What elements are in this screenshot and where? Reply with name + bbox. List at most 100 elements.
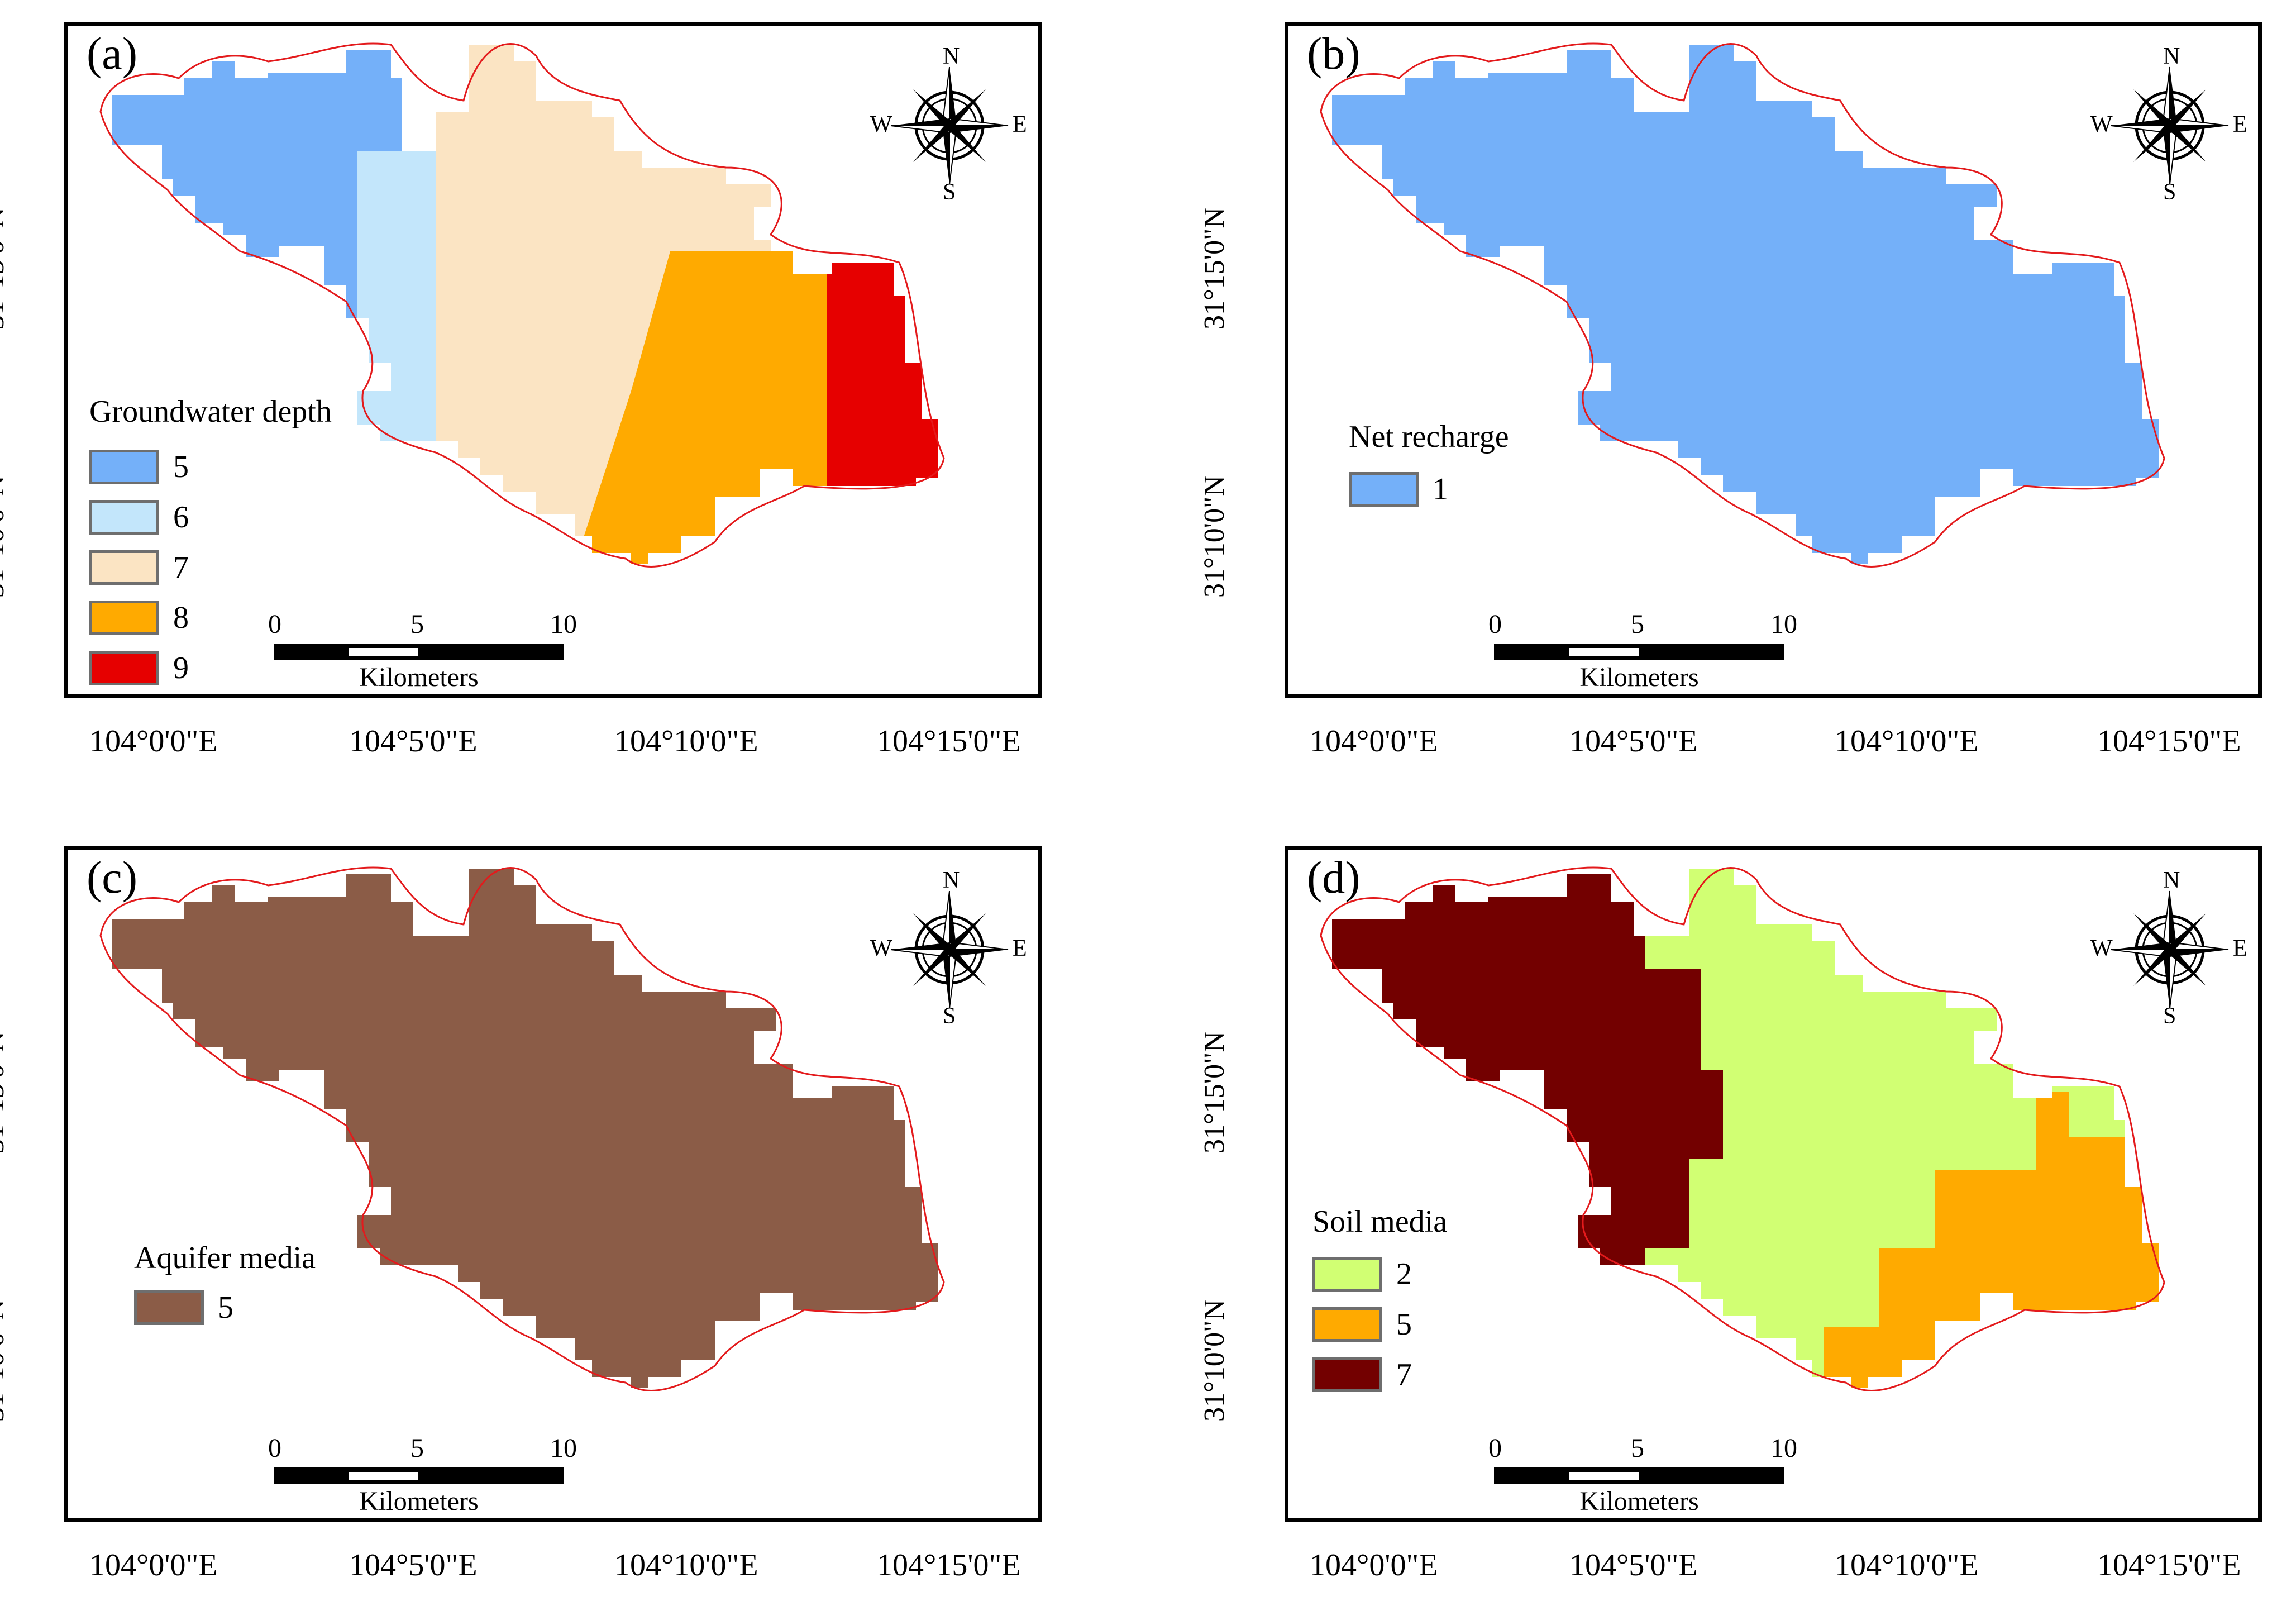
y-tick: 31°15'0"N	[1199, 207, 1230, 330]
x-tick: 104°15'0"E	[2097, 724, 2241, 759]
map-frame	[64, 22, 1042, 698]
compass-n: N	[943, 44, 960, 69]
scale-label-10: 10	[550, 1433, 577, 1463]
legend-value: 6	[173, 500, 189, 535]
scale-label-5: 5	[1631, 1433, 1644, 1463]
compass-w: W	[870, 112, 892, 137]
compass-e: E	[1013, 936, 1027, 961]
compass-n: N	[2163, 868, 2180, 893]
legend-value: 2	[1396, 1257, 1412, 1292]
soil-media-map	[1320, 866, 2165, 1391]
x-tick: 104°5'0"E	[1569, 724, 1698, 759]
compass-e: E	[2233, 112, 2247, 137]
y-tick: 31°15'0"N	[0, 1031, 10, 1154]
panel-a: (a) N S W E Groundwater depth 5 6 7	[0, 0, 1139, 782]
groundwater-depth-map	[99, 42, 945, 568]
panel-label: (d)	[1307, 852, 1361, 903]
x-tick: 104°0'0"E	[1310, 724, 1438, 759]
compass-w: W	[870, 936, 892, 961]
x-tick: 104°15'0"E	[877, 724, 1021, 759]
compass-rose-icon: N S W E	[870, 44, 1027, 205]
y-tick: 31°15'0"N	[1199, 1031, 1230, 1154]
legend-value: 7	[173, 550, 189, 585]
legend-swatch	[134, 1290, 204, 1325]
legend-title: Net recharge	[1349, 420, 1509, 454]
x-tick: 104°10'0"E	[1835, 1548, 1979, 1583]
compass-s: S	[943, 179, 956, 205]
compass-e: E	[1013, 112, 1027, 137]
x-tick: 104°15'0"E	[2097, 1548, 2241, 1583]
compass-s: S	[943, 1003, 956, 1029]
scale-label-0: 0	[1488, 1433, 1502, 1463]
panel-d: (d) N S W E Soil media 2 5 7 0 5 10	[1199, 824, 2296, 1606]
legend-swatch	[89, 601, 159, 635]
x-tick: 104°10'0"E	[1835, 724, 1979, 759]
scale-bar: 0 5 10 Kilometers	[1488, 609, 1797, 693]
scale-unit: Kilometers	[359, 1486, 479, 1516]
y-tick: 31°10'0"N	[1199, 1299, 1230, 1422]
y-tick: 31°15'0"N	[0, 207, 10, 330]
compass-s: S	[2163, 1003, 2176, 1029]
compass-n: N	[943, 868, 960, 893]
legend-swatch	[1312, 1257, 1382, 1292]
scale-unit: Kilometers	[1579, 1486, 1699, 1516]
scale-label-0: 0	[1488, 609, 1502, 639]
compass-rose-icon: N S W E	[870, 868, 1027, 1029]
legend-value: 8	[173, 601, 189, 635]
scale-label-5: 5	[410, 609, 424, 639]
x-tick: 104°0'0"E	[1310, 1548, 1438, 1583]
x-tick: 104°15'0"E	[877, 1548, 1021, 1583]
legend-value: 7	[1396, 1357, 1412, 1392]
legend-swatch	[1349, 472, 1419, 507]
x-tick: 104°10'0"E	[614, 724, 758, 759]
panel-label: (a)	[87, 28, 138, 79]
legend-title: Soil media	[1312, 1204, 1448, 1239]
y-tick: 31°10'0"N	[0, 1299, 10, 1422]
scale-label-0: 0	[268, 1433, 281, 1463]
x-tick: 104°5'0"E	[349, 724, 478, 759]
panel-b: (b) N S W E Net recharge 1 0 5 10 Kilome…	[1199, 0, 2296, 782]
compass-w: W	[2090, 936, 2113, 961]
scale-label-10: 10	[550, 609, 577, 639]
compass-rose-icon: N S W E	[2090, 868, 2247, 1029]
legend-value: 5	[218, 1290, 233, 1325]
map-frame	[64, 846, 1042, 1522]
legend-value: 1	[1433, 472, 1448, 507]
scale-label-10: 10	[1770, 1433, 1797, 1463]
x-tick: 104°5'0"E	[349, 1548, 478, 1583]
x-tick: 104°0'0"E	[89, 1548, 218, 1583]
legend-swatch	[1312, 1357, 1382, 1392]
scale-unit: Kilometers	[359, 663, 479, 692]
legend-title: Aquifer media	[134, 1241, 316, 1275]
panel-label: (b)	[1307, 28, 1361, 79]
scale-bar: 0 5 10 Kilometers	[1488, 1433, 1797, 1517]
y-tick: 31°10'0"N	[0, 475, 10, 598]
x-tick: 104°5'0"E	[1569, 1548, 1698, 1583]
legend-swatch	[89, 651, 159, 685]
scale-unit: Kilometers	[1579, 663, 1699, 692]
map-frame	[1285, 846, 2262, 1522]
legend-value: 5	[173, 450, 189, 484]
panel-c: (c) N S W E Aquifer media 5 0 5 10 Kilom…	[0, 824, 1139, 1606]
zone-soil7	[1332, 869, 1723, 1293]
scale-label-5: 5	[410, 1433, 424, 1463]
compass-rose-icon: N S W E	[2090, 44, 2247, 205]
zone-gw9	[827, 235, 938, 564]
compass-n: N	[2163, 44, 2180, 69]
scale-label-10: 10	[1770, 609, 1797, 639]
map-frame	[1285, 22, 2262, 698]
x-tick: 104°10'0"E	[614, 1548, 758, 1583]
scale-label-5: 5	[1631, 609, 1644, 639]
compass-w: W	[2090, 112, 2113, 137]
compass-e: E	[2233, 936, 2247, 961]
panel-label: (c)	[87, 852, 138, 903]
legend-swatch	[89, 450, 159, 484]
compass-s: S	[2163, 179, 2176, 205]
legend-swatch	[89, 500, 159, 535]
scale-bar: 0 5 10 Kilometers	[268, 609, 577, 693]
legend-swatch	[1312, 1307, 1382, 1342]
scale-label-0: 0	[268, 609, 281, 639]
x-tick: 104°0'0"E	[89, 724, 218, 759]
y-tick: 31°10'0"N	[1199, 475, 1230, 598]
legend-value: 9	[173, 651, 189, 685]
